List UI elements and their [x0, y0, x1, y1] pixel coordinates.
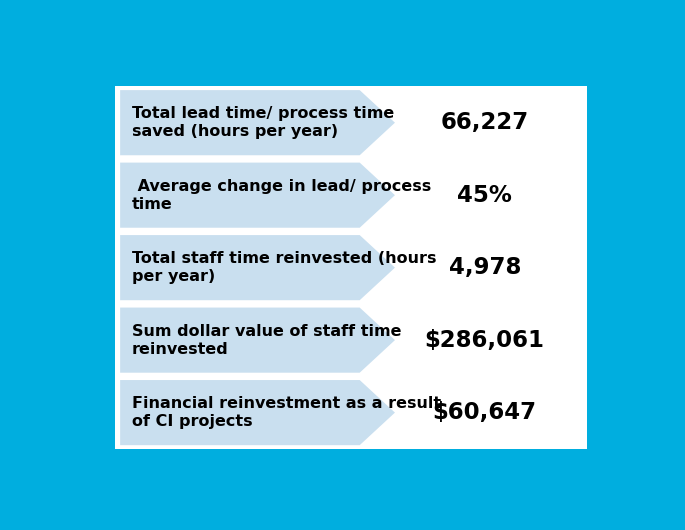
Polygon shape	[120, 380, 395, 445]
Text: 45%: 45%	[458, 184, 512, 207]
Text: $286,061: $286,061	[425, 329, 545, 351]
Text: Average change in lead/ process
time: Average change in lead/ process time	[132, 179, 431, 211]
Polygon shape	[120, 90, 395, 155]
FancyBboxPatch shape	[115, 86, 587, 449]
Text: Financial reinvestment as a result
of CI projects: Financial reinvestment as a result of CI…	[132, 396, 441, 429]
Text: 4,978: 4,978	[449, 256, 521, 279]
Text: Sum dollar value of staff time
reinvested: Sum dollar value of staff time reinveste…	[132, 324, 401, 357]
Polygon shape	[120, 307, 395, 373]
Text: Total lead time/ process time
saved (hours per year): Total lead time/ process time saved (hou…	[132, 106, 394, 139]
Text: 66,227: 66,227	[440, 111, 529, 134]
Text: Total staff time reinvested (hours
per year): Total staff time reinvested (hours per y…	[132, 251, 436, 284]
Text: $60,647: $60,647	[433, 401, 537, 424]
Polygon shape	[120, 235, 395, 300]
Polygon shape	[120, 163, 395, 228]
